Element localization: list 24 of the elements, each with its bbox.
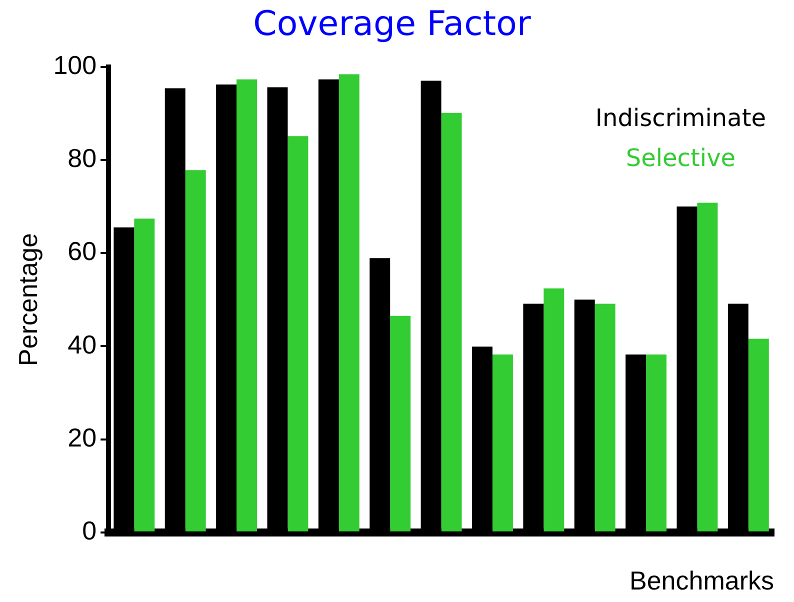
bar: [594, 304, 616, 532]
bar: [697, 202, 718, 532]
y-tick-label: 0: [82, 516, 97, 546]
x-axis-title: Benchmarks: [630, 566, 774, 596]
bar: [646, 354, 667, 532]
bar: [134, 218, 155, 532]
bar: [390, 316, 411, 532]
series-label: Selective: [624, 143, 737, 174]
y-tick-label: 40: [68, 329, 97, 360]
bar: [441, 112, 462, 532]
bar: [748, 338, 769, 532]
bar: [492, 354, 513, 532]
bar: [236, 79, 258, 532]
y-tick-label: 80: [68, 143, 97, 174]
bar: [544, 288, 564, 532]
bar: [338, 74, 360, 532]
y-tick-label: 60: [68, 236, 97, 266]
text: Indiscriminate: [595, 103, 766, 134]
y-tick-label: 100: [53, 50, 97, 80]
bar: [288, 136, 308, 532]
y-tick-label: 20: [68, 422, 97, 452]
chart-title: Coverage Factor: [253, 4, 531, 44]
y-axis-title: Percentage: [12, 233, 43, 366]
bar: [185, 170, 206, 532]
